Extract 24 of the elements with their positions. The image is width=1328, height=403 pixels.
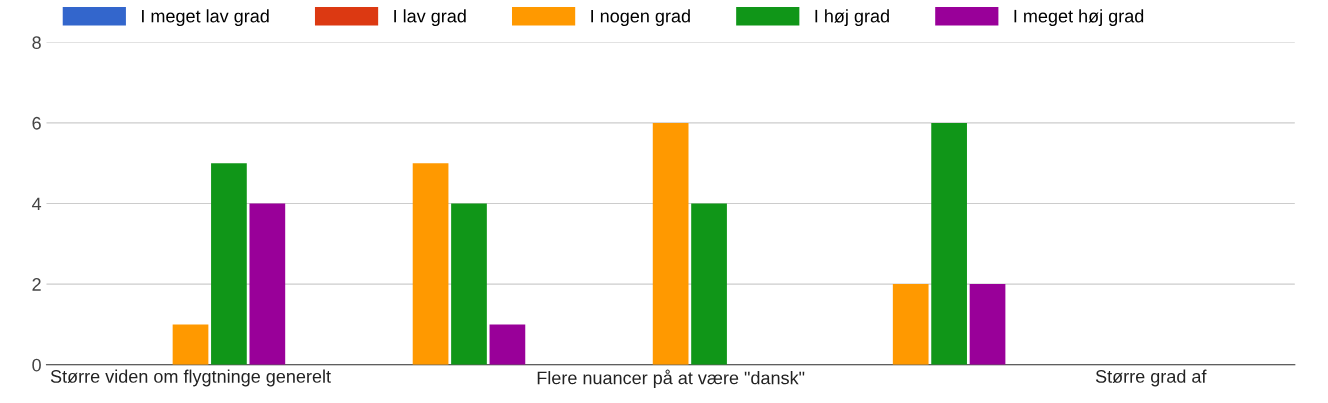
legend-label: I meget høj grad [1014,9,1144,27]
bar [652,122,689,365]
bar [211,163,247,365]
bar [412,163,449,365]
y-tick-label: 8 [32,36,41,50]
bar [451,203,487,365]
x-tick-label: Større viden om flygtninge generelt [50,369,331,387]
x-tick-label: Større grad af [1095,369,1207,387]
legend-label: I høj grad [815,9,889,27]
legend-label: I lav grad [394,9,466,27]
bar [969,284,1006,365]
bar [892,284,929,365]
y-tick-label: 0 [32,358,41,372]
legend-label: I meget lav grad [142,9,269,27]
y-tick-label: 6 [32,116,41,130]
bar [249,203,286,365]
x-tick-label: Flere nuancer på at være "dansk" [537,369,805,388]
bar [172,324,209,365]
bar [691,203,727,365]
legend-label: I nogen grad [591,9,690,27]
y-tick-label: 2 [32,278,41,291]
bar [931,122,967,365]
bar [489,324,526,365]
y-tick-label: 4 [31,197,42,211]
